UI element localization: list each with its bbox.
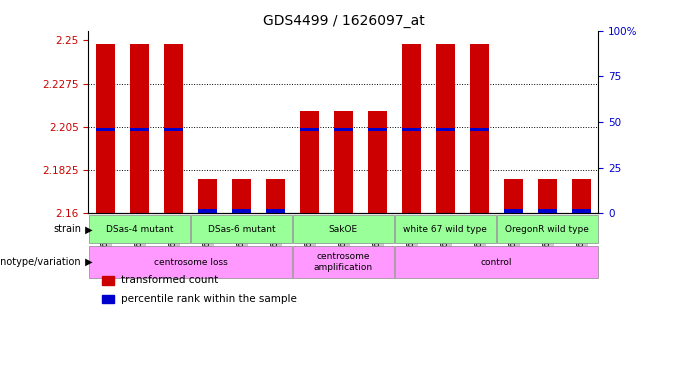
Text: control: control — [481, 258, 512, 266]
Bar — [470, 44, 489, 213]
Bar — [300, 111, 319, 213]
Bar — [538, 210, 557, 213]
Text: SakOE: SakOE — [329, 225, 358, 234]
Bar — [470, 128, 489, 131]
Bar — [96, 44, 115, 213]
Title: GDS4499 / 1626097_at: GDS4499 / 1626097_at — [262, 14, 424, 28]
Bar — [164, 44, 183, 213]
Bar — [504, 179, 523, 213]
Text: DSas-4 mutant: DSas-4 mutant — [105, 225, 173, 234]
Text: ▶: ▶ — [82, 257, 92, 267]
Bar — [572, 179, 591, 213]
Bar — [232, 210, 251, 213]
Bar — [436, 44, 455, 213]
Bar — [96, 128, 115, 131]
Bar — [402, 44, 421, 213]
Bar — [198, 179, 217, 213]
Bar — [436, 128, 455, 131]
Bar — [368, 128, 387, 131]
Bar — [300, 128, 319, 131]
Bar — [266, 210, 285, 213]
Bar — [402, 128, 421, 131]
Text: transformed count: transformed count — [121, 275, 218, 285]
Bar — [130, 44, 149, 213]
Bar — [232, 179, 251, 213]
Bar — [164, 128, 183, 131]
Text: strain: strain — [54, 224, 82, 235]
Text: genotype/variation: genotype/variation — [0, 257, 82, 267]
Bar — [334, 111, 353, 213]
Text: OregonR wild type: OregonR wild type — [505, 225, 590, 234]
Bar — [572, 210, 591, 213]
Bar — [130, 128, 149, 131]
Text: centrosome loss: centrosome loss — [154, 258, 227, 266]
Text: percentile rank within the sample: percentile rank within the sample — [121, 294, 297, 304]
Text: ▶: ▶ — [82, 224, 92, 235]
Bar — [334, 128, 353, 131]
Bar — [198, 210, 217, 213]
Text: white 67 wild type: white 67 wild type — [403, 225, 488, 234]
Bar — [368, 111, 387, 213]
Bar — [538, 179, 557, 213]
Text: DSas-6 mutant: DSas-6 mutant — [207, 225, 275, 234]
Bar — [266, 179, 285, 213]
Text: centrosome
amplification: centrosome amplification — [314, 252, 373, 272]
Bar — [504, 210, 523, 213]
